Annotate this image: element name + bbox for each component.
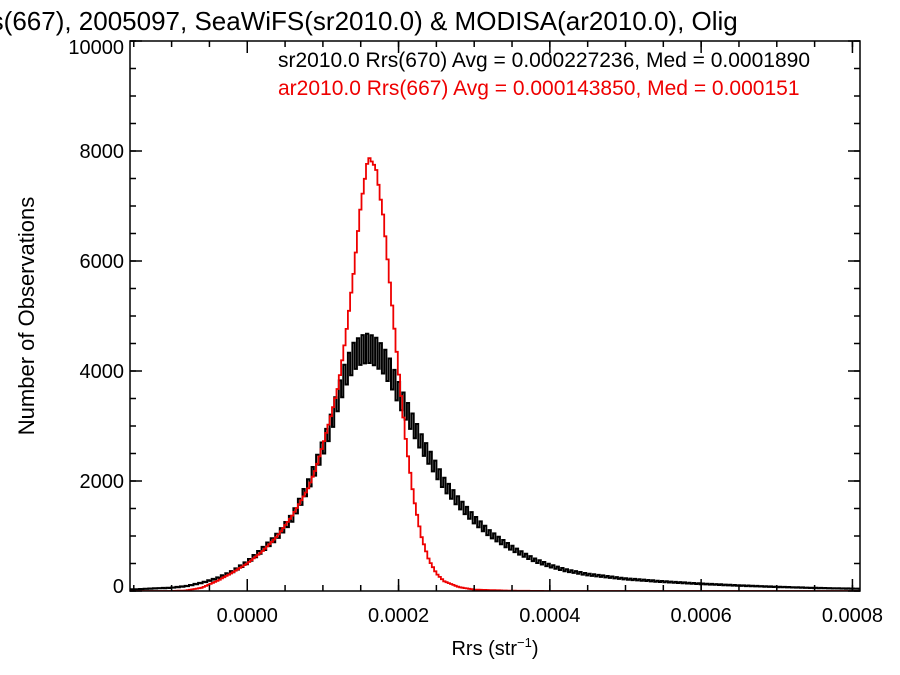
y-tick-label: 8000	[80, 141, 125, 163]
y-tick-label: 2000	[80, 471, 125, 493]
plot-area	[129, 40, 861, 592]
y-tick-label: 4000	[80, 361, 125, 383]
legend-entry-black: sr2010.0 Rrs(670) Avg = 0.000227236, Med…	[278, 49, 810, 72]
x-tick-label: 0.0000	[217, 605, 278, 627]
plot-frame	[129, 40, 861, 592]
series-sr2010-histogram	[130, 332, 860, 591]
x-tick-label: 0.0002	[368, 605, 429, 627]
x-tick-label: 0.0004	[519, 605, 580, 627]
y-tick-label: 10000	[68, 37, 124, 59]
x-axis-label: Rrs (str−1)	[451, 635, 538, 660]
tick-layer: 0.0000 0.0002 0.0004 0.0006 0.0008 0 2000 4000 6…	[68, 37, 883, 627]
y-tick-label: 6000	[80, 251, 125, 273]
series-ar2010-histogram	[130, 157, 860, 591]
chart-title: rs(667), 2005097, SeaWiFS(sr2010.0) & MO…	[0, 6, 738, 36]
x-tick-label: 0.0008	[822, 605, 883, 627]
y-tick-label: 0	[113, 576, 124, 598]
x-tick-label: 0.0006	[671, 605, 732, 627]
legend-entry-red: ar2010.0 Rrs(667) Avg = 0.000143850, Med…	[278, 77, 800, 100]
series-layer	[130, 157, 860, 591]
y-axis-label: Number of Observations	[14, 197, 39, 435]
